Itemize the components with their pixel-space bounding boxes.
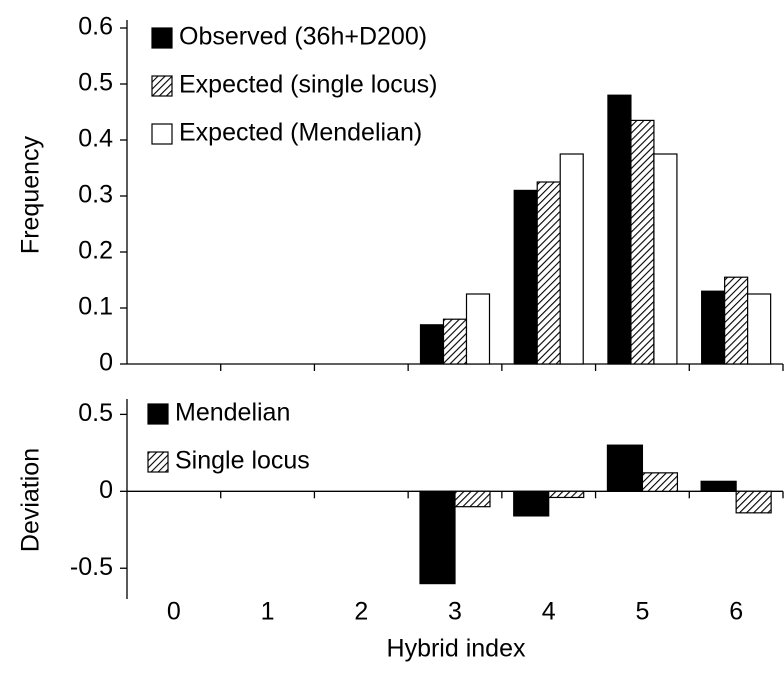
bar: [559, 153, 584, 365]
y-tick-label: 0: [99, 476, 113, 504]
y-tick-label: 0.3: [78, 181, 113, 209]
y-tick-label: 0.2: [78, 237, 113, 265]
legend-label: Single locus: [175, 447, 310, 475]
y-axis-label: Frequency: [17, 135, 45, 254]
y-tick-label: 0.5: [78, 399, 113, 427]
legend-label: Observed (36h+D200): [179, 23, 427, 51]
x-tick-label: 1: [261, 598, 275, 626]
bar: [607, 94, 632, 365]
x-tick-label: 4: [542, 598, 556, 626]
bar: [454, 490, 491, 508]
bar: [465, 293, 491, 365]
x-tick-label: 2: [354, 598, 368, 626]
legend-swatch: [147, 451, 169, 473]
bar: [548, 490, 585, 499]
bar: [653, 153, 678, 365]
bar: [419, 490, 456, 585]
bar: [630, 119, 655, 365]
bar: [606, 444, 644, 492]
bar: [735, 490, 772, 514]
bar: [513, 189, 538, 365]
x-tick-label: 5: [635, 598, 649, 626]
y-tick-label: 0.1: [78, 293, 113, 321]
legend-swatch: [151, 27, 173, 49]
x-tick-label: 0: [167, 598, 181, 626]
bar: [442, 318, 468, 365]
bar: [513, 490, 550, 517]
bar: [700, 480, 737, 492]
legend-swatch: [151, 75, 173, 97]
legend-label: Mendelian: [175, 399, 290, 427]
y-tick-label: 0: [99, 349, 113, 377]
bar: [724, 276, 749, 365]
bar: [641, 472, 679, 492]
legend-label: Expected (single locus): [179, 71, 437, 99]
x-tick-label: 3: [448, 598, 462, 626]
x-tick-label: 6: [729, 598, 743, 626]
y-tick-label: -0.5: [70, 553, 113, 581]
legend-label: Expected (Mendelian): [179, 119, 422, 147]
x-axis-label: Hybrid index: [387, 635, 526, 663]
legend-swatch: [151, 123, 173, 145]
bar: [419, 324, 445, 365]
bar: [747, 293, 772, 365]
bar: [536, 181, 561, 365]
legend-swatch: [147, 403, 169, 425]
y-tick-label: 0.4: [78, 125, 113, 153]
y-tick-label: 0.5: [78, 69, 113, 97]
bar: [701, 290, 726, 365]
y-axis-label: Deviation: [17, 448, 45, 552]
y-tick-label: 0.6: [78, 13, 113, 41]
